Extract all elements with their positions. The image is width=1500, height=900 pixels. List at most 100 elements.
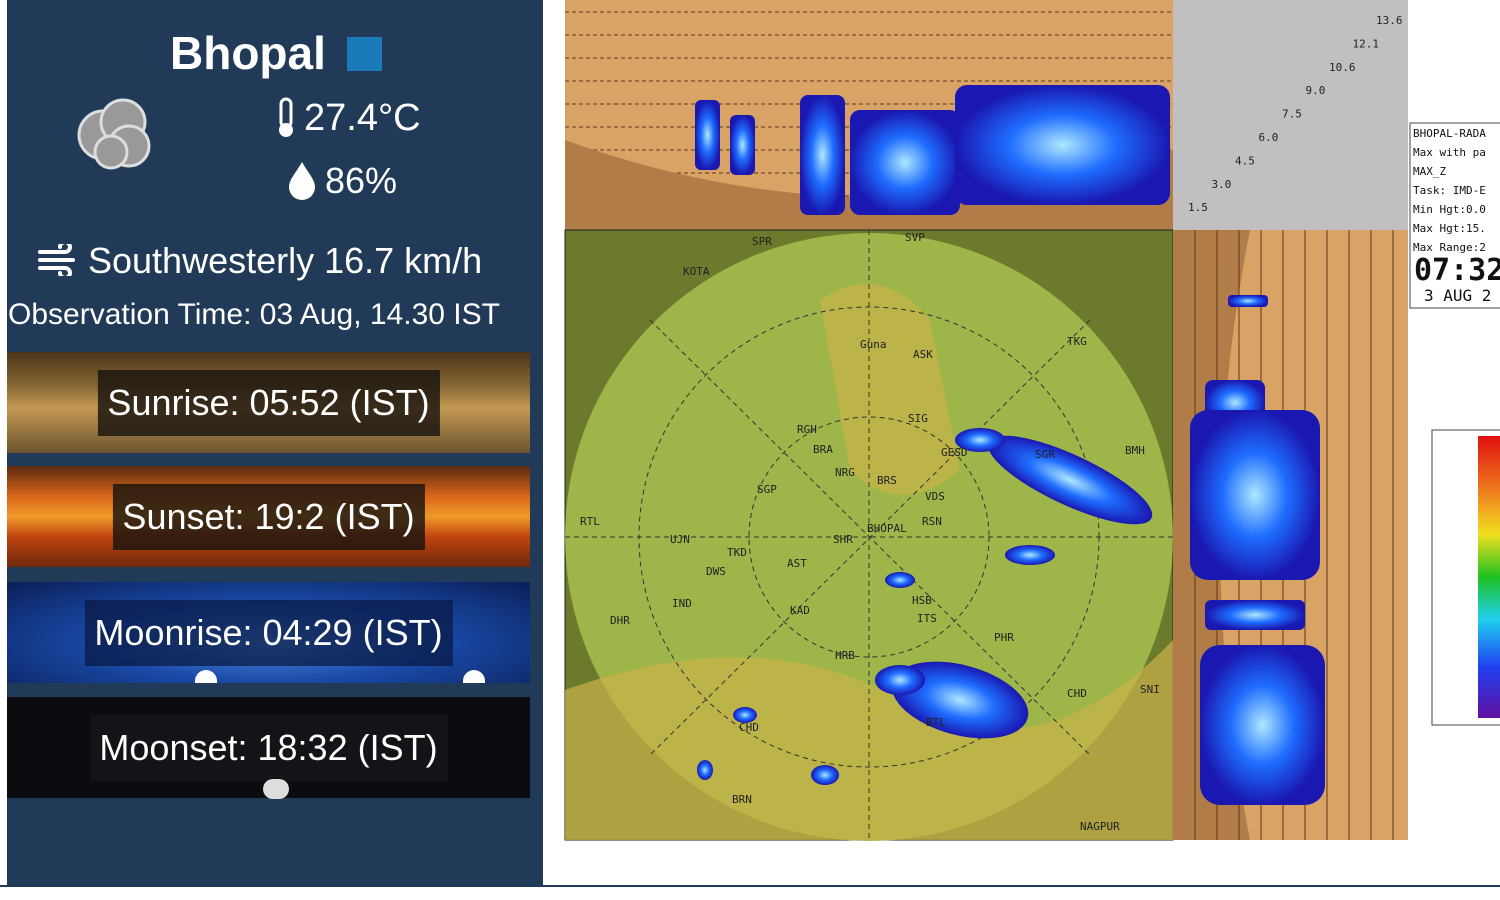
observation-time: Observation Time: 03 Aug, 14.30 IST bbox=[8, 298, 500, 331]
height-label: 1.5 bbox=[1188, 201, 1208, 214]
moonrise-label: Moonrise: 04:29 (IST) bbox=[84, 599, 453, 666]
radar-date: 3 AUG 2 bbox=[1424, 286, 1491, 305]
echo bbox=[820, 284, 960, 495]
echo bbox=[875, 665, 925, 695]
drop-icon bbox=[289, 162, 315, 200]
station-label: GESD bbox=[941, 446, 968, 459]
echo bbox=[1205, 600, 1305, 630]
echo bbox=[811, 765, 839, 785]
echo bbox=[1005, 545, 1055, 565]
height-label: 4.5 bbox=[1235, 154, 1255, 167]
wind-lines bbox=[38, 244, 75, 276]
station-label: CHD bbox=[739, 721, 759, 734]
wind: Southwesterly 16.7 km/h bbox=[88, 240, 483, 281]
station-label: HRB bbox=[835, 649, 855, 662]
echo-right bbox=[1190, 295, 1325, 805]
echo bbox=[891, 661, 1029, 739]
station-label: NRG bbox=[835, 466, 855, 479]
city-marker bbox=[347, 37, 382, 71]
color-scale-box bbox=[1431, 429, 1500, 726]
height-label: 12.1 bbox=[1353, 37, 1380, 50]
wind-icon bbox=[38, 244, 75, 276]
station-label: SHR bbox=[833, 533, 853, 546]
moon-glow bbox=[195, 670, 217, 683]
echo bbox=[565, 640, 1173, 840]
info-line: Max with pa bbox=[1413, 146, 1486, 159]
station-label: TKD bbox=[727, 546, 747, 559]
info-line: Task: IMD-E bbox=[1413, 184, 1486, 197]
terrain-profile-right bbox=[1173, 230, 1250, 840]
station-label: ASK bbox=[913, 348, 933, 361]
drop-shape bbox=[289, 162, 315, 200]
echo-top bbox=[695, 85, 1170, 215]
terrain bbox=[565, 284, 1173, 840]
station-label: TKG bbox=[1067, 335, 1087, 348]
moon-glow bbox=[463, 670, 485, 683]
cloud-icon bbox=[77, 98, 151, 170]
info-line: Min Hgt:0.0 bbox=[1413, 203, 1486, 216]
echo bbox=[697, 760, 713, 780]
station-label: AST bbox=[787, 557, 807, 570]
station-label: DWS bbox=[706, 565, 726, 578]
height-grid bbox=[565, 11, 1173, 220]
station-label: DHR bbox=[610, 614, 630, 627]
moon bbox=[263, 779, 289, 799]
moonrise-bar: Moonrise: 04:29 (IST) bbox=[7, 582, 530, 683]
station-label: VDS bbox=[925, 490, 945, 503]
height-label: 3.0 bbox=[1212, 178, 1232, 191]
echo bbox=[850, 110, 960, 215]
sunrise-label: Sunrise: 05:52 (IST) bbox=[97, 369, 440, 436]
terrain-profile bbox=[565, 140, 1173, 230]
echo bbox=[955, 85, 1170, 205]
cloud-shape bbox=[77, 98, 151, 170]
thermometer-icon bbox=[279, 97, 293, 137]
station-label: UJN bbox=[670, 533, 690, 546]
sunset-label: Sunset: 19:2 (IST) bbox=[112, 483, 425, 550]
station-label: SNI bbox=[1140, 683, 1160, 696]
station-label: SIG bbox=[908, 412, 928, 425]
station-label: KAD bbox=[790, 604, 810, 617]
echo-map bbox=[697, 428, 1153, 785]
thermometer-bulb bbox=[279, 123, 293, 137]
echo bbox=[649, 319, 1091, 756]
city: Bhopal bbox=[170, 27, 326, 79]
radar-time: 07:32 bbox=[1414, 253, 1500, 288]
echo bbox=[733, 707, 757, 723]
height-label: 9.0 bbox=[1306, 84, 1326, 97]
station-label: SPR bbox=[752, 235, 772, 248]
station-label: KOTA bbox=[683, 265, 710, 278]
station-label: CHD bbox=[1067, 687, 1087, 700]
moonset-label: Moonset: 18:32 (IST) bbox=[89, 714, 448, 781]
shape bbox=[38, 266, 72, 276]
station-label: RTL bbox=[580, 515, 600, 528]
cross-section-top bbox=[565, 0, 1173, 230]
station-label: RSN bbox=[922, 515, 942, 528]
station-label: BRN bbox=[732, 793, 752, 806]
echo bbox=[1200, 645, 1325, 805]
station-label: SVP bbox=[905, 231, 925, 244]
station-label: RGH bbox=[797, 423, 817, 436]
info-line: MAX_Z bbox=[1413, 165, 1446, 178]
echo bbox=[695, 100, 720, 170]
station-label: HSB bbox=[912, 594, 932, 607]
echo bbox=[800, 95, 845, 215]
echo bbox=[748, 416, 990, 658]
echo bbox=[1205, 380, 1265, 425]
station-label: SGR bbox=[1035, 448, 1055, 461]
height-label: 13.6 bbox=[1376, 14, 1403, 27]
station-label: ITS bbox=[917, 612, 937, 625]
shape bbox=[93, 134, 129, 170]
shape bbox=[38, 244, 72, 254]
echo bbox=[987, 435, 1153, 525]
height-label: 10.6 bbox=[1329, 61, 1356, 74]
station-label: BRS bbox=[877, 474, 897, 487]
humidity: 86% bbox=[325, 160, 398, 201]
echo bbox=[649, 319, 1091, 756]
height-label: 6.0 bbox=[1259, 131, 1279, 144]
station-label: Guna bbox=[860, 338, 887, 351]
height-label: 7.5 bbox=[1282, 108, 1302, 121]
weather-panel: Bhopal 27.4°C 86% Southwesterly 16.7 km/… bbox=[7, 0, 543, 886]
echo bbox=[1228, 295, 1268, 307]
echo bbox=[955, 428, 1005, 452]
sunrise-bar: Sunrise: 05:52 (IST) bbox=[7, 352, 530, 453]
